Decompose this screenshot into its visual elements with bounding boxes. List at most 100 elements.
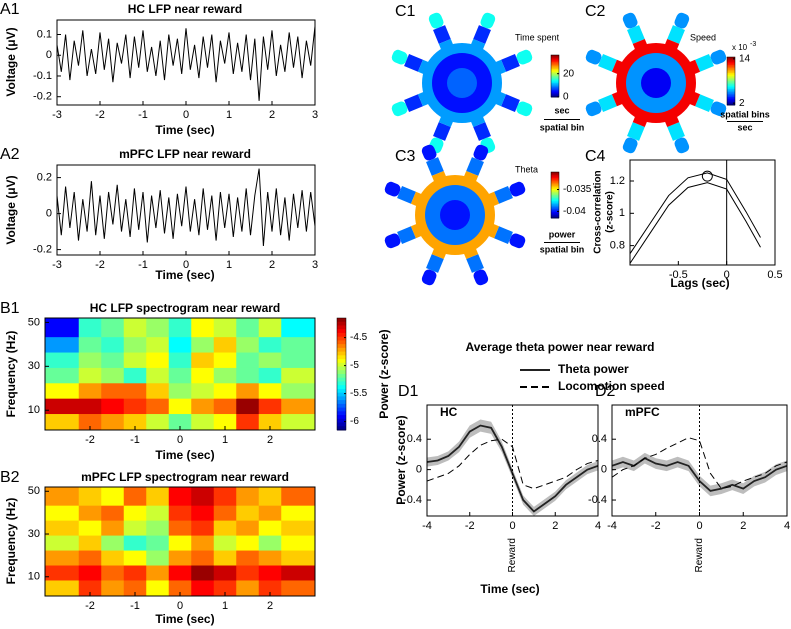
- heat-cell: [78, 565, 102, 581]
- heat-cell: [146, 505, 170, 521]
- heat-cell: [146, 550, 170, 566]
- heat-cell: [236, 579, 260, 597]
- y-tick-label: 0.1: [37, 28, 52, 40]
- heat-cell: [146, 398, 170, 415]
- y-tick-label: 0.2: [37, 172, 52, 184]
- y-tick-label: 10: [28, 571, 40, 583]
- colorbar-tick-label: -0.035: [563, 184, 592, 195]
- heat-cell: [191, 398, 215, 415]
- colorbar-swatch: [727, 98, 735, 101]
- x-tick-label: 0: [177, 434, 183, 446]
- x-tick-label: 2: [269, 259, 275, 271]
- heat-cell: [191, 367, 215, 384]
- colorbar-swatch: [727, 103, 735, 106]
- maze-name: Time spent: [515, 32, 560, 42]
- colorbar-swatch: [337, 318, 346, 323]
- heat-cell: [191, 318, 215, 338]
- colorbar-swatch: [551, 56, 559, 59]
- x-tick-label: -3: [52, 109, 62, 121]
- maze-arm-segment: [627, 25, 645, 44]
- heat-cell: [236, 367, 260, 384]
- colorbar-swatch: [727, 71, 735, 74]
- colorbar-swatch: [551, 201, 559, 204]
- heat-cell: [168, 520, 192, 536]
- colorbar-swatch: [727, 84, 735, 87]
- heat-cell: [258, 382, 282, 399]
- unit-bottom: spatial bin: [540, 122, 585, 132]
- colorbar-swatch: [551, 73, 559, 76]
- colorbar-swatch: [551, 216, 559, 219]
- heat-cell: [123, 505, 147, 521]
- panel-label: C1: [395, 3, 416, 20]
- panel-label: D2: [595, 383, 616, 400]
- x-axis-label: Lags (sec): [670, 276, 729, 290]
- x-tick-label: 2: [267, 434, 273, 446]
- heat-cell: [191, 579, 215, 597]
- legend-label: Locomotion speed: [558, 379, 665, 393]
- heat-cell: [45, 487, 80, 506]
- colorbar-swatch: [551, 88, 559, 91]
- heat-cell: [123, 318, 147, 338]
- heat-cell: [168, 336, 192, 353]
- y-tick-label: 0: [46, 208, 52, 220]
- colorbar-tick-label: -5.5: [350, 388, 368, 399]
- legend-label: Theta power: [558, 362, 629, 376]
- x-tick-label: -2: [95, 109, 105, 121]
- heat-cell: [78, 382, 102, 399]
- colorbar-swatch: [551, 78, 559, 81]
- colorbar-swatch: [727, 87, 735, 90]
- heat-cell: [258, 352, 282, 368]
- heat-cell: [258, 413, 282, 431]
- maze-arm-segment: [622, 137, 638, 154]
- y-tick-label: -0.2: [33, 244, 52, 256]
- heat-cell: [236, 318, 260, 338]
- heat-cell: [236, 413, 260, 431]
- colorbar-swatch: [337, 332, 346, 338]
- heat-cell: [168, 505, 192, 521]
- colorbar-swatch: [551, 70, 559, 73]
- chart-title: mPFC LFP near reward: [119, 147, 251, 161]
- heat-cell: [78, 336, 102, 353]
- annotation: Reward: [694, 538, 705, 572]
- heat-cell: [45, 579, 80, 597]
- scale-label: x 10: [732, 43, 748, 52]
- colorbar-swatch: [727, 60, 735, 63]
- heat-cell: [191, 382, 215, 399]
- colorbar-frame: [550, 171, 560, 219]
- colorbar-swatch: [551, 60, 559, 63]
- panel-label: C3: [395, 148, 416, 165]
- heat-cell: [213, 535, 237, 551]
- colorbar-swatch: [551, 182, 559, 185]
- heat-cell: [45, 352, 80, 368]
- heat-cell: [78, 398, 102, 415]
- maze-arm-segment: [585, 49, 602, 65]
- heat-cell: [281, 520, 316, 536]
- colorbar-swatch: [337, 370, 346, 375]
- x-tick-label: 2: [269, 109, 275, 121]
- colorbar-swatch: [337, 385, 346, 390]
- colorbar-swatch: [337, 347, 346, 353]
- heat-cell: [258, 520, 282, 536]
- heat-cell: [191, 550, 215, 566]
- heat-cell: [236, 352, 260, 368]
- heat-cell: [213, 382, 237, 399]
- heat-cell: [101, 352, 125, 368]
- maze-arm-segment: [674, 12, 690, 29]
- colorbar-frame: [336, 317, 347, 431]
- x-tick-label: 2: [552, 520, 558, 532]
- heat-cell: [45, 336, 80, 353]
- heat-cell: [191, 413, 215, 431]
- colorbar-swatch: [337, 351, 346, 356]
- maze-arm-segment: [516, 49, 533, 65]
- x-axis-label: Time (sec): [155, 612, 214, 626]
- x-tick-label: -2: [85, 434, 95, 446]
- maze-name: Speed: [690, 32, 716, 42]
- colorbar-swatch: [337, 392, 346, 397]
- colorbar-swatch: [727, 81, 735, 84]
- heat-cell: [281, 382, 316, 399]
- heat-cell: [236, 520, 260, 536]
- colorbar-swatch: [551, 178, 559, 181]
- maze-arm-segment: [627, 122, 645, 141]
- maze-arm-segment: [695, 94, 714, 112]
- colorbar-swatch: [551, 211, 559, 214]
